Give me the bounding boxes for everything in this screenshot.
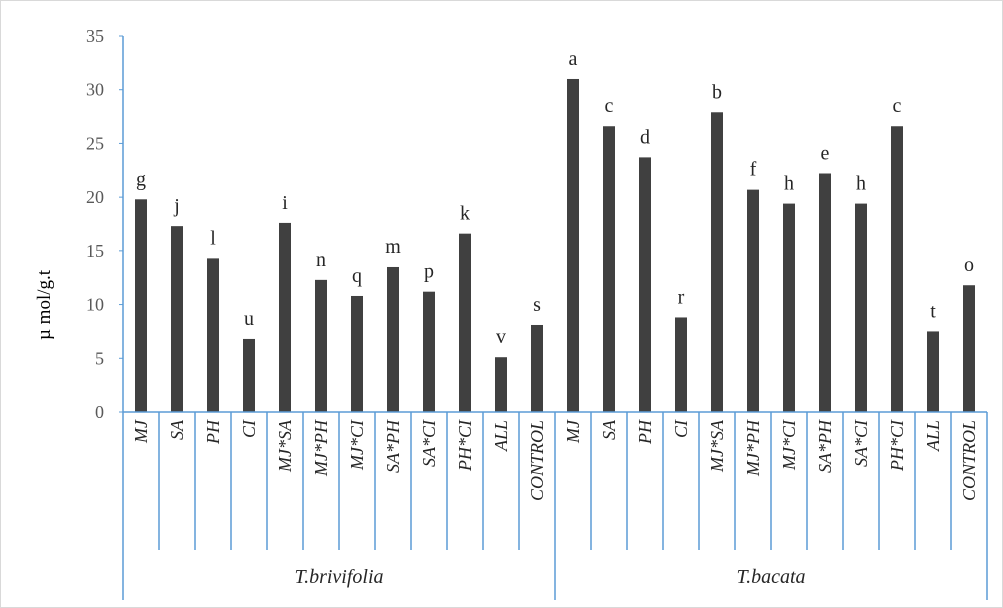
- significance-label: d: [640, 126, 650, 148]
- group-label: T.bacata: [736, 566, 805, 588]
- significance-label: l: [210, 227, 216, 249]
- bar: [207, 258, 219, 412]
- bar: [819, 173, 831, 412]
- significance-label: t: [930, 300, 936, 322]
- bar: [567, 78, 579, 412]
- significance-label: a: [569, 48, 578, 70]
- bar: [783, 203, 795, 412]
- category-label: MJ*SA: [275, 419, 295, 473]
- significance-label: s: [533, 294, 541, 316]
- significance-label: v: [496, 326, 506, 348]
- category-label: CI: [671, 419, 691, 438]
- bar: [135, 199, 147, 412]
- category-label: PH: [203, 419, 223, 445]
- y-axis-ticks: 0 5 10 15 20 25 30 35: [86, 26, 123, 422]
- bar: [243, 338, 255, 412]
- y-tick-label: 25: [86, 133, 104, 153]
- significance-label: c: [605, 95, 614, 117]
- group-label: T.brivifolia: [294, 566, 383, 588]
- bar: [891, 126, 903, 413]
- category-label: SA: [167, 419, 187, 440]
- category-label: PH: [635, 419, 655, 445]
- category-label: MJ*PH: [743, 419, 763, 477]
- bar: [423, 291, 435, 412]
- bar: [171, 226, 183, 412]
- bar: [927, 331, 939, 412]
- category-label: MJ*CI: [779, 419, 799, 471]
- category-label: SA: [599, 419, 619, 440]
- category-label: ALL: [923, 420, 943, 452]
- category-label: MJ*PH: [311, 419, 331, 477]
- bar: [855, 203, 867, 412]
- bar: [459, 233, 471, 412]
- category-label: MJ*CI: [347, 419, 367, 471]
- category-label: CONTROL: [959, 420, 979, 501]
- bars: [135, 78, 975, 413]
- significance-label: k: [460, 203, 470, 225]
- category-labels: MJ SA PH CI MJ*SA MJ*PH MJ*CI SA*PH SA*CI PH*CI AL…: [131, 419, 979, 588]
- category-label: CONTROL: [527, 420, 547, 501]
- significance-label: n: [316, 249, 326, 271]
- bar: [531, 324, 543, 412]
- y-tick-label: 30: [86, 80, 104, 100]
- significance-label: j: [173, 195, 180, 217]
- y-tick-label: 10: [86, 295, 104, 315]
- category-label: PH*CI: [887, 419, 907, 472]
- significance-label: m: [385, 236, 401, 258]
- bar: [387, 266, 399, 412]
- y-tick-label: 15: [86, 241, 104, 261]
- significance-label: h: [784, 173, 794, 195]
- significance-label: h: [856, 173, 866, 195]
- significance-label: c: [893, 95, 902, 117]
- significance-label: p: [424, 261, 434, 283]
- y-tick-label: 5: [95, 348, 104, 368]
- category-label: CI: [239, 419, 259, 438]
- y-tick-label: 20: [86, 187, 104, 207]
- bar: [279, 222, 291, 412]
- data-labels: g j l u i n q m p k v s a c d r b f h e h c t o: [136, 48, 974, 348]
- bar: [351, 295, 363, 412]
- bar: [675, 317, 687, 412]
- y-axis-label: µ mol/g.t: [34, 269, 55, 340]
- significance-label: g: [136, 168, 146, 190]
- category-label: SA*PH: [815, 419, 835, 473]
- bar: [711, 112, 723, 412]
- category-label: PH*CI: [455, 419, 475, 472]
- axes: [122, 36, 988, 600]
- significance-label: e: [821, 143, 830, 165]
- bar: [963, 285, 975, 412]
- significance-label: f: [750, 159, 757, 181]
- bar: [495, 357, 507, 412]
- significance-label: r: [678, 286, 685, 308]
- category-label: ALL: [491, 420, 511, 452]
- category-label: MJ: [131, 419, 151, 444]
- significance-label: q: [352, 265, 362, 287]
- y-tick-label: 0: [95, 402, 104, 422]
- bar: [315, 279, 327, 412]
- bar: [639, 157, 651, 412]
- significance-label: i: [282, 192, 288, 214]
- bar: [747, 189, 759, 412]
- category-label: SA*CI: [419, 419, 439, 467]
- significance-label: o: [964, 254, 974, 276]
- significance-label: u: [244, 308, 254, 330]
- significance-label: b: [712, 81, 722, 103]
- y-tick-label: 35: [86, 26, 104, 46]
- category-label: MJ: [563, 419, 583, 444]
- category-label: SA*PH: [383, 419, 403, 473]
- bar: [603, 126, 615, 413]
- category-label: MJ*SA: [707, 419, 727, 473]
- category-label: SA*CI: [851, 419, 871, 467]
